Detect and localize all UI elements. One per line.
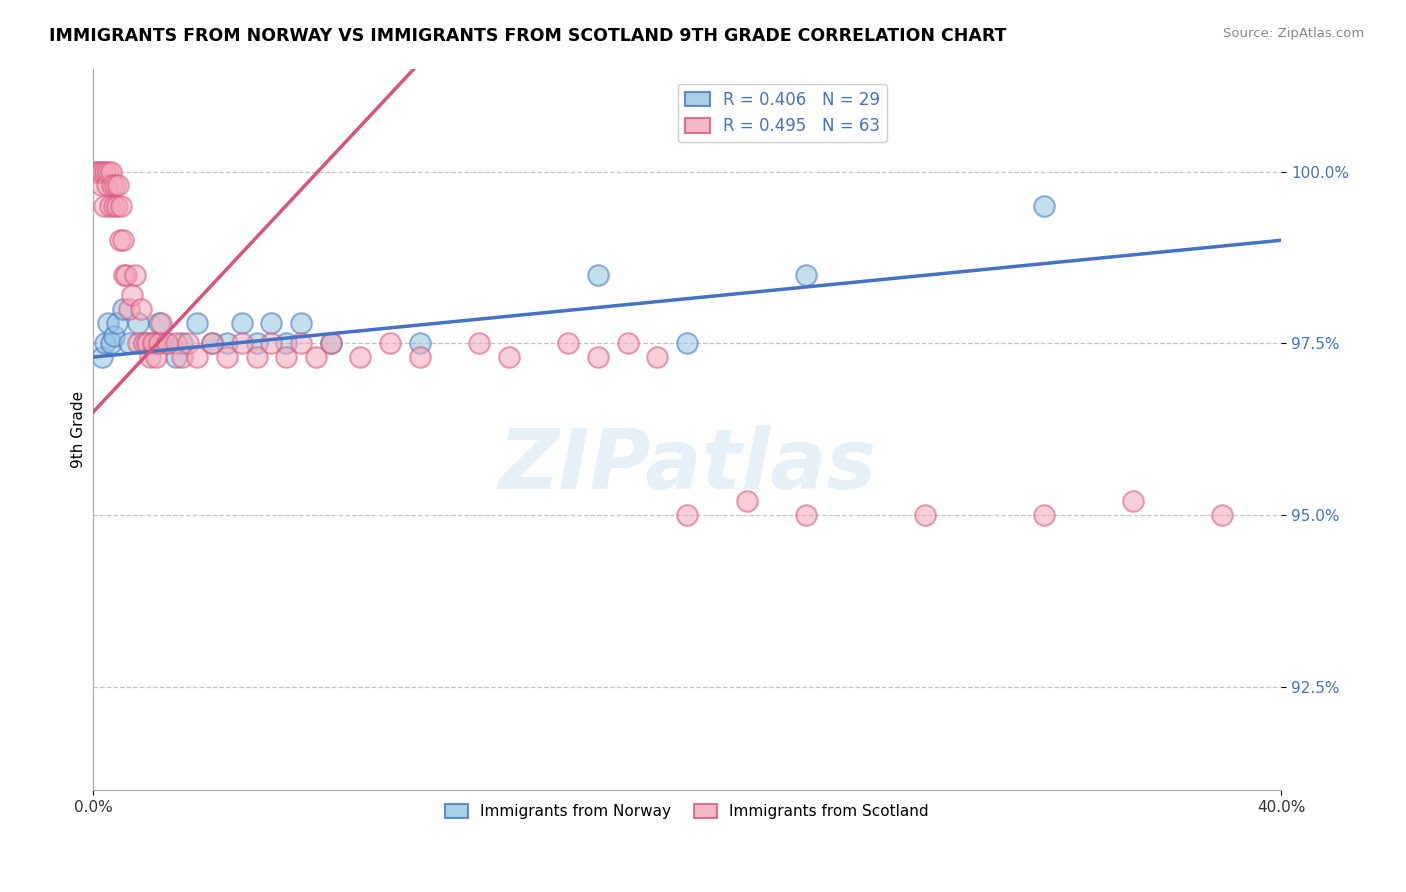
Point bbox=[105, 316, 128, 330]
Point bbox=[108, 233, 131, 247]
Point bbox=[142, 336, 165, 351]
Point bbox=[165, 336, 187, 351]
Point bbox=[201, 336, 224, 351]
Point bbox=[89, 164, 111, 178]
Point bbox=[215, 336, 238, 351]
Point bbox=[276, 350, 298, 364]
Point bbox=[409, 336, 432, 351]
Point bbox=[90, 178, 112, 193]
Point bbox=[105, 199, 128, 213]
Point bbox=[101, 178, 124, 193]
Point bbox=[165, 350, 187, 364]
Point bbox=[111, 301, 134, 316]
Point bbox=[349, 350, 371, 364]
Point bbox=[557, 336, 579, 351]
Point bbox=[735, 494, 758, 508]
Point bbox=[96, 178, 118, 193]
Point bbox=[260, 336, 283, 351]
Y-axis label: 9th Grade: 9th Grade bbox=[72, 391, 86, 467]
Point bbox=[142, 336, 165, 351]
Point bbox=[148, 316, 170, 330]
Point bbox=[276, 336, 298, 351]
Point bbox=[647, 350, 669, 364]
Legend: Immigrants from Norway, Immigrants from Scotland: Immigrants from Norway, Immigrants from … bbox=[439, 798, 935, 826]
Point bbox=[148, 336, 170, 351]
Point bbox=[150, 316, 173, 330]
Point bbox=[98, 199, 121, 213]
Point bbox=[86, 164, 108, 178]
Point bbox=[794, 508, 817, 522]
Point bbox=[97, 316, 120, 330]
Point bbox=[177, 336, 200, 351]
Point bbox=[1032, 199, 1054, 213]
Point bbox=[319, 336, 342, 351]
Point bbox=[91, 350, 114, 364]
Point bbox=[100, 164, 122, 178]
Point bbox=[93, 199, 115, 213]
Point bbox=[132, 336, 155, 351]
Point bbox=[145, 350, 167, 364]
Point bbox=[100, 336, 122, 351]
Point bbox=[676, 336, 699, 351]
Text: Source: ZipAtlas.com: Source: ZipAtlas.com bbox=[1223, 27, 1364, 40]
Point bbox=[112, 268, 135, 282]
Point bbox=[260, 316, 283, 330]
Point bbox=[135, 336, 157, 351]
Point bbox=[172, 350, 194, 364]
Point bbox=[616, 336, 638, 351]
Point bbox=[124, 268, 146, 282]
Point bbox=[118, 301, 141, 316]
Point bbox=[84, 164, 107, 178]
Point bbox=[468, 336, 491, 351]
Point bbox=[676, 508, 699, 522]
Point bbox=[1032, 508, 1054, 522]
Text: ZIPatlas: ZIPatlas bbox=[498, 425, 876, 506]
Point bbox=[127, 316, 149, 330]
Point bbox=[186, 316, 208, 330]
Point bbox=[231, 336, 253, 351]
Point bbox=[94, 164, 117, 178]
Point bbox=[172, 336, 194, 351]
Point bbox=[201, 336, 224, 351]
Point bbox=[794, 268, 817, 282]
Point bbox=[127, 336, 149, 351]
Point bbox=[103, 329, 125, 343]
Point bbox=[121, 288, 143, 302]
Text: IMMIGRANTS FROM NORWAY VS IMMIGRANTS FROM SCOTLAND 9TH GRADE CORRELATION CHART: IMMIGRANTS FROM NORWAY VS IMMIGRANTS FRO… bbox=[49, 27, 1007, 45]
Point bbox=[586, 350, 609, 364]
Point bbox=[104, 178, 127, 193]
Point bbox=[91, 164, 114, 178]
Point bbox=[107, 178, 129, 193]
Point bbox=[110, 199, 132, 213]
Point bbox=[245, 336, 267, 351]
Point bbox=[138, 350, 160, 364]
Point bbox=[290, 316, 312, 330]
Point bbox=[378, 336, 401, 351]
Point bbox=[135, 336, 157, 351]
Point bbox=[186, 350, 208, 364]
Point bbox=[290, 336, 312, 351]
Point bbox=[409, 350, 432, 364]
Point bbox=[103, 199, 125, 213]
Point bbox=[586, 268, 609, 282]
Point bbox=[914, 508, 936, 522]
Point bbox=[156, 336, 179, 351]
Point bbox=[129, 301, 152, 316]
Point bbox=[498, 350, 520, 364]
Point bbox=[245, 350, 267, 364]
Point bbox=[215, 350, 238, 364]
Point bbox=[305, 350, 328, 364]
Point bbox=[1211, 508, 1233, 522]
Point bbox=[319, 336, 342, 351]
Point bbox=[94, 336, 117, 351]
Point bbox=[1122, 494, 1144, 508]
Point bbox=[118, 336, 141, 351]
Point bbox=[111, 233, 134, 247]
Point bbox=[156, 336, 179, 351]
Point bbox=[97, 164, 120, 178]
Point bbox=[231, 316, 253, 330]
Point bbox=[115, 268, 138, 282]
